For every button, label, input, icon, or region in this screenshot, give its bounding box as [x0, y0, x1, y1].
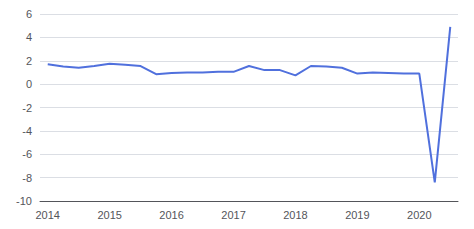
svg-text:2020: 2020	[407, 209, 431, 221]
svg-text:2015: 2015	[97, 209, 121, 221]
svg-text:-8: -8	[22, 172, 32, 184]
svg-text:4: 4	[26, 31, 32, 43]
svg-text:-4: -4	[22, 125, 32, 137]
svg-text:-2: -2	[22, 102, 32, 114]
svg-text:2016: 2016	[159, 209, 183, 221]
svg-text:6: 6	[26, 8, 32, 20]
svg-text:-6: -6	[22, 148, 32, 160]
svg-text:0: 0	[26, 78, 32, 90]
svg-text:2018: 2018	[283, 209, 307, 221]
svg-text:-10: -10	[16, 195, 32, 207]
svg-text:2014: 2014	[35, 209, 59, 221]
svg-text:2017: 2017	[221, 209, 245, 221]
svg-text:2: 2	[26, 55, 32, 67]
svg-text:2019: 2019	[345, 209, 369, 221]
